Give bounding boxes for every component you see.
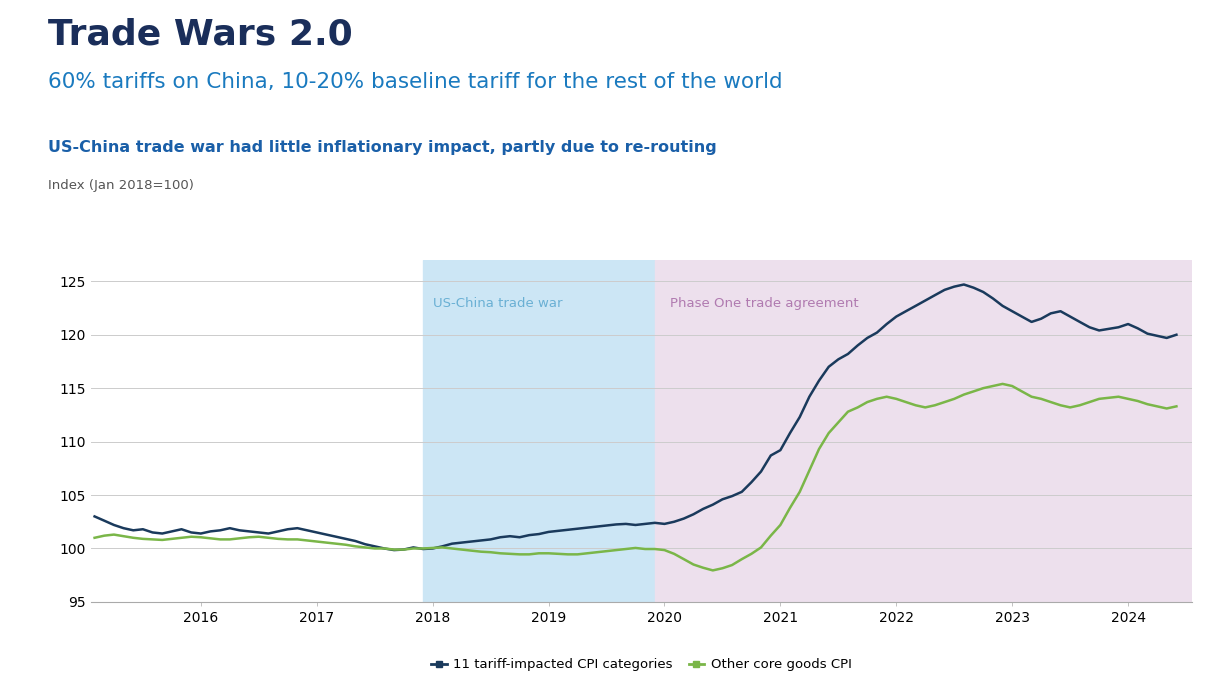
Text: US-China trade war had little inflationary impact, partly due to re-routing: US-China trade war had little inflationa… [48,140,718,155]
Text: Index (Jan 2018=100): Index (Jan 2018=100) [48,179,195,192]
Bar [655,260,1192,602]
Text: US-China trade war: US-China trade war [433,298,563,311]
Bar [424,260,655,602]
Text: 60% tariffs on China, 10-20% baseline tariff for the rest of the world: 60% tariffs on China, 10-20% baseline ta… [48,72,783,92]
Text: Trade Wars 2.0: Trade Wars 2.0 [48,17,353,51]
Legend: 11 tariff-impacted CPI categories, Other core goods CPI: 11 tariff-impacted CPI categories, Other… [426,653,857,676]
Text: Phase One trade agreement: Phase One trade agreement [670,298,859,311]
